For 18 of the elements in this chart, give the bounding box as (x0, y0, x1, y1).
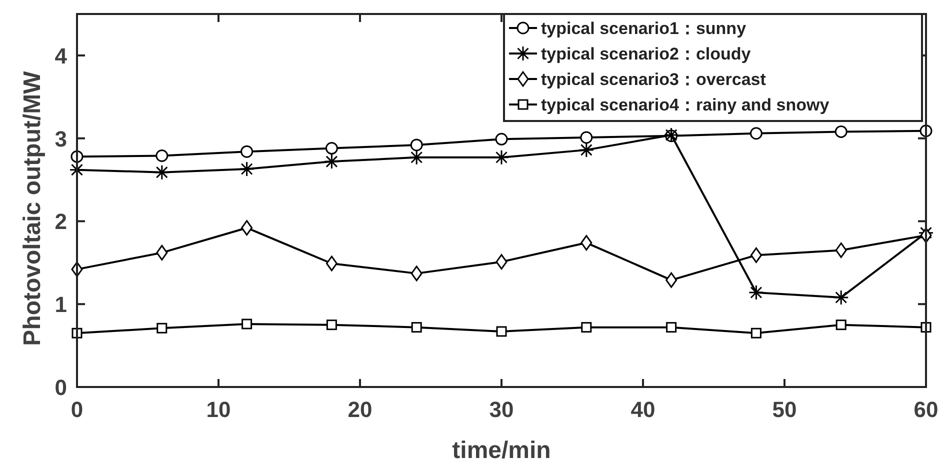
legend-label: typical scenario4：rainy and snowy (541, 96, 830, 114)
legend-label: typical scenario3：overcast (541, 70, 766, 89)
y-tick-label: 3 (54, 126, 67, 152)
y-tick-label: 1 (54, 292, 67, 318)
x-tick-label: 50 (772, 397, 797, 422)
x-tick-label: 40 (630, 397, 656, 422)
y-axis-title: Photovoltaic output/MW (19, 70, 46, 346)
x-tick-label: 10 (206, 397, 231, 422)
x-tick-label: 30 (489, 397, 514, 422)
legend-label: typical scenario2：cloudy (541, 44, 752, 64)
legend-label: typical scenario1：sunny (541, 19, 747, 38)
x-tick-label: 20 (348, 397, 372, 422)
y-tick-label: 4 (54, 43, 68, 68)
y-tick-label: 0 (54, 375, 67, 400)
x-tick-label: 0 (70, 397, 84, 422)
x-tick-label: 60 (914, 397, 938, 422)
x-axis-title: time/min (452, 437, 551, 464)
y-tick-label: 2 (54, 209, 67, 234)
